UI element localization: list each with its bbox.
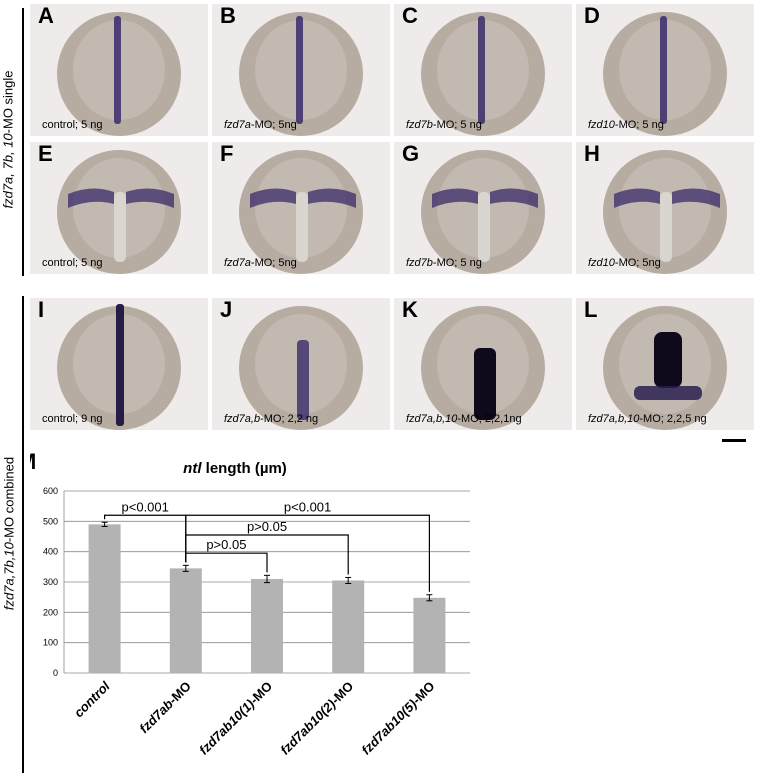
x-tick-label: fzd7ab-MO	[136, 679, 194, 737]
embryo-image	[57, 304, 181, 430]
p-value-label: p<0.001	[122, 499, 169, 514]
bar	[88, 524, 121, 673]
embryo-image	[57, 12, 181, 136]
y-tick-label: 400	[43, 547, 58, 557]
chart-title: ntl length (µm)	[183, 460, 287, 477]
panel-caption: fzd7b-MO; 5 ng	[406, 119, 482, 131]
y-tick-label: 500	[43, 516, 58, 526]
bar	[413, 597, 446, 673]
x-tick-label: fzd7ab10(2)-MO	[277, 679, 356, 758]
embryo-image	[239, 306, 363, 430]
panel-letter: L	[584, 298, 598, 322]
embryo-image	[239, 12, 363, 136]
panel-caption: fzd10-MO; 5ng	[588, 257, 661, 269]
panel-letter: F	[220, 142, 234, 166]
panel-letter: G	[402, 142, 420, 166]
panel-caption: fzd7a,b,10-MO; 2,2,5 ng	[588, 413, 707, 425]
panel-caption: control; 5 ng	[42, 257, 103, 269]
y-tick-label: 600	[43, 486, 58, 496]
p-value-label: p>0.05	[206, 537, 246, 552]
embryo-image	[239, 150, 363, 274]
panel-caption: fzd7a,b,10-MO; 2,2,1ng	[406, 413, 522, 425]
y-tick-label: 300	[43, 577, 58, 587]
panel-caption: control; 5 ng	[42, 119, 103, 131]
y-tick-label: 0	[53, 668, 58, 678]
panel-letter: B	[220, 4, 236, 28]
ntl-length-chart: Mntl length (µm) 0 100 200 300 400 500 600 contr…	[30, 449, 470, 758]
bar	[169, 568, 202, 673]
panel-caption: fzd7b-MO; 5 ng	[406, 257, 482, 269]
x-tick-label: control	[71, 678, 113, 720]
embryo-image	[421, 12, 545, 136]
group-label-combined: fzd7a,7b,10-MO combined	[1, 456, 17, 611]
significance-bracket	[185, 552, 268, 573]
group-bracket-single	[22, 8, 24, 276]
embryo-image	[603, 12, 727, 136]
panel-caption: fzd7a-MO; 5ng	[224, 257, 297, 269]
panel-caption: fzd10-MO; 5 ng	[588, 119, 664, 131]
y-tick-label: 200	[43, 607, 58, 617]
panel-letter: D	[584, 4, 600, 28]
x-tick-label: fzd7ab10(1)-MO	[196, 679, 275, 758]
panel-letter: K	[402, 298, 418, 322]
group-label-single: fzd7a, 7b, 10-MO single	[0, 70, 16, 209]
p-value-label: p<0.001	[284, 499, 331, 514]
panel-letter-m: M	[30, 449, 36, 474]
panel-letter: C	[402, 4, 418, 28]
embryo-image	[603, 306, 727, 430]
panel-caption: fzd7a-MO; 5ng	[224, 119, 297, 131]
embryo-image	[421, 306, 545, 430]
panel-letter: J	[220, 298, 233, 322]
p-value-label: p>0.05	[247, 519, 287, 534]
panel-letter: E	[38, 142, 53, 166]
panel-letter: H	[584, 142, 600, 166]
group-bracket-combined	[22, 296, 24, 773]
significance-bracket	[185, 534, 349, 575]
panel-caption: control; 9 ng	[42, 413, 103, 425]
embryo-image	[57, 150, 181, 274]
panel-caption: fzd7a,b-MO; 2,2 ng	[224, 413, 319, 425]
scale-bar	[722, 439, 746, 442]
embryo-image	[421, 150, 545, 274]
y-tick-label: 100	[43, 638, 58, 648]
panel-letter: I	[38, 298, 45, 322]
panel-letter: A	[38, 4, 54, 28]
bar	[332, 580, 365, 673]
embryo-image	[603, 150, 727, 274]
bar	[251, 578, 283, 673]
x-tick-label: fzd7ab10(5)-MO	[358, 679, 437, 758]
